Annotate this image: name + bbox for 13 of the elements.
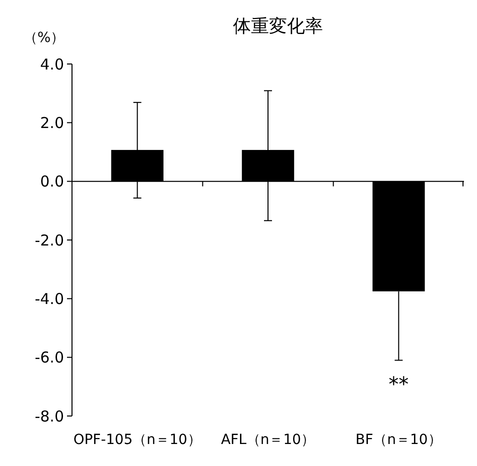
y-tick-label: -8.0	[34, 407, 64, 426]
y-tick-label: 0.0	[40, 172, 64, 191]
y-tick-label: 4.0	[40, 55, 64, 74]
annotation: **	[388, 372, 409, 396]
y-tick-label: -2.0	[34, 231, 64, 250]
y-tick-label: -6.0	[34, 348, 64, 367]
y-tick-label: -4.0	[34, 290, 64, 308]
y-axis-title: （%）	[23, 30, 65, 46]
y-tick-label: 2.0	[40, 114, 64, 132]
x-tick-label: AFL（n＝10）	[220, 432, 316, 448]
x-tick-label: OPF-105（n＝10）	[73, 432, 202, 448]
chart-title: 体重変化率	[233, 16, 323, 37]
x-tick-label: BF（n＝10）	[355, 432, 442, 448]
